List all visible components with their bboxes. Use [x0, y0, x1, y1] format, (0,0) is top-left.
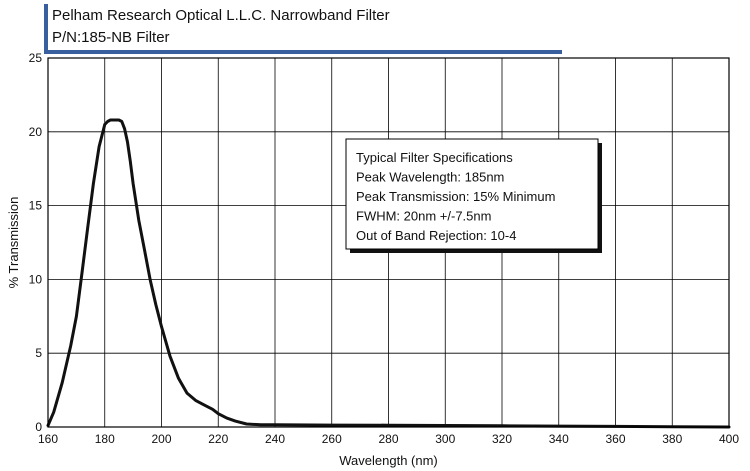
- header-accent-bar: [44, 4, 48, 54]
- x-tick-label: 280: [378, 432, 398, 446]
- x-tick-label: 300: [435, 432, 455, 446]
- x-tick-label: 220: [208, 432, 228, 446]
- plot-frame: [47, 57, 730, 428]
- y-axis-title: % Transmission: [6, 197, 21, 289]
- series-group: [46, 118, 731, 429]
- x-tick-label: 320: [492, 432, 512, 446]
- x-tick-label: 240: [265, 432, 285, 446]
- x-tick-label: 360: [605, 432, 625, 446]
- chart-header: Pelham Research Optical L.L.C. Narrowban…: [44, 4, 564, 54]
- y-tick-label: 25: [29, 51, 43, 65]
- transmission-line: [46, 118, 731, 429]
- spec-box: Typical Filter Specifications Peak Wavele…: [345, 138, 602, 253]
- x-tick-label: 160: [38, 432, 58, 446]
- y-tick-label: 15: [29, 199, 43, 213]
- x-tick-label: 200: [151, 432, 171, 446]
- spec-line: Peak Transmission: 15% Minimum: [356, 189, 555, 204]
- y-tick-label: 10: [29, 272, 43, 286]
- y-tick-label: 5: [35, 346, 42, 360]
- x-tick-label: 180: [95, 432, 115, 446]
- x-axis-title: Wavelength (nm): [339, 453, 438, 468]
- y-tick-label: 0: [35, 420, 42, 434]
- spec-line: Peak Wavelength: 185nm: [356, 170, 504, 185]
- header-part-number: P/N:185-NB Filter: [52, 29, 170, 46]
- tick-labels: 160 180 200 220 240 260 280 300 320 340 360 380 400 0…: [29, 51, 740, 446]
- spec-line: FWHM: 20nm +/-7.5nm: [356, 209, 491, 224]
- y-tick-label: 20: [29, 125, 43, 139]
- header-underline: [44, 50, 562, 54]
- spec-box-frame: [345, 138, 599, 250]
- x-tick-label: 400: [719, 432, 739, 446]
- x-tick-label: 380: [662, 432, 682, 446]
- header-title: Pelham Research Optical L.L.C. Narrowban…: [52, 7, 390, 24]
- spec-title: Typical Filter Specifications: [356, 150, 513, 165]
- spec-line: Out of Band Rejection: 10-4: [356, 228, 516, 243]
- x-tick-label: 340: [549, 432, 569, 446]
- x-tick-label: 260: [322, 432, 342, 446]
